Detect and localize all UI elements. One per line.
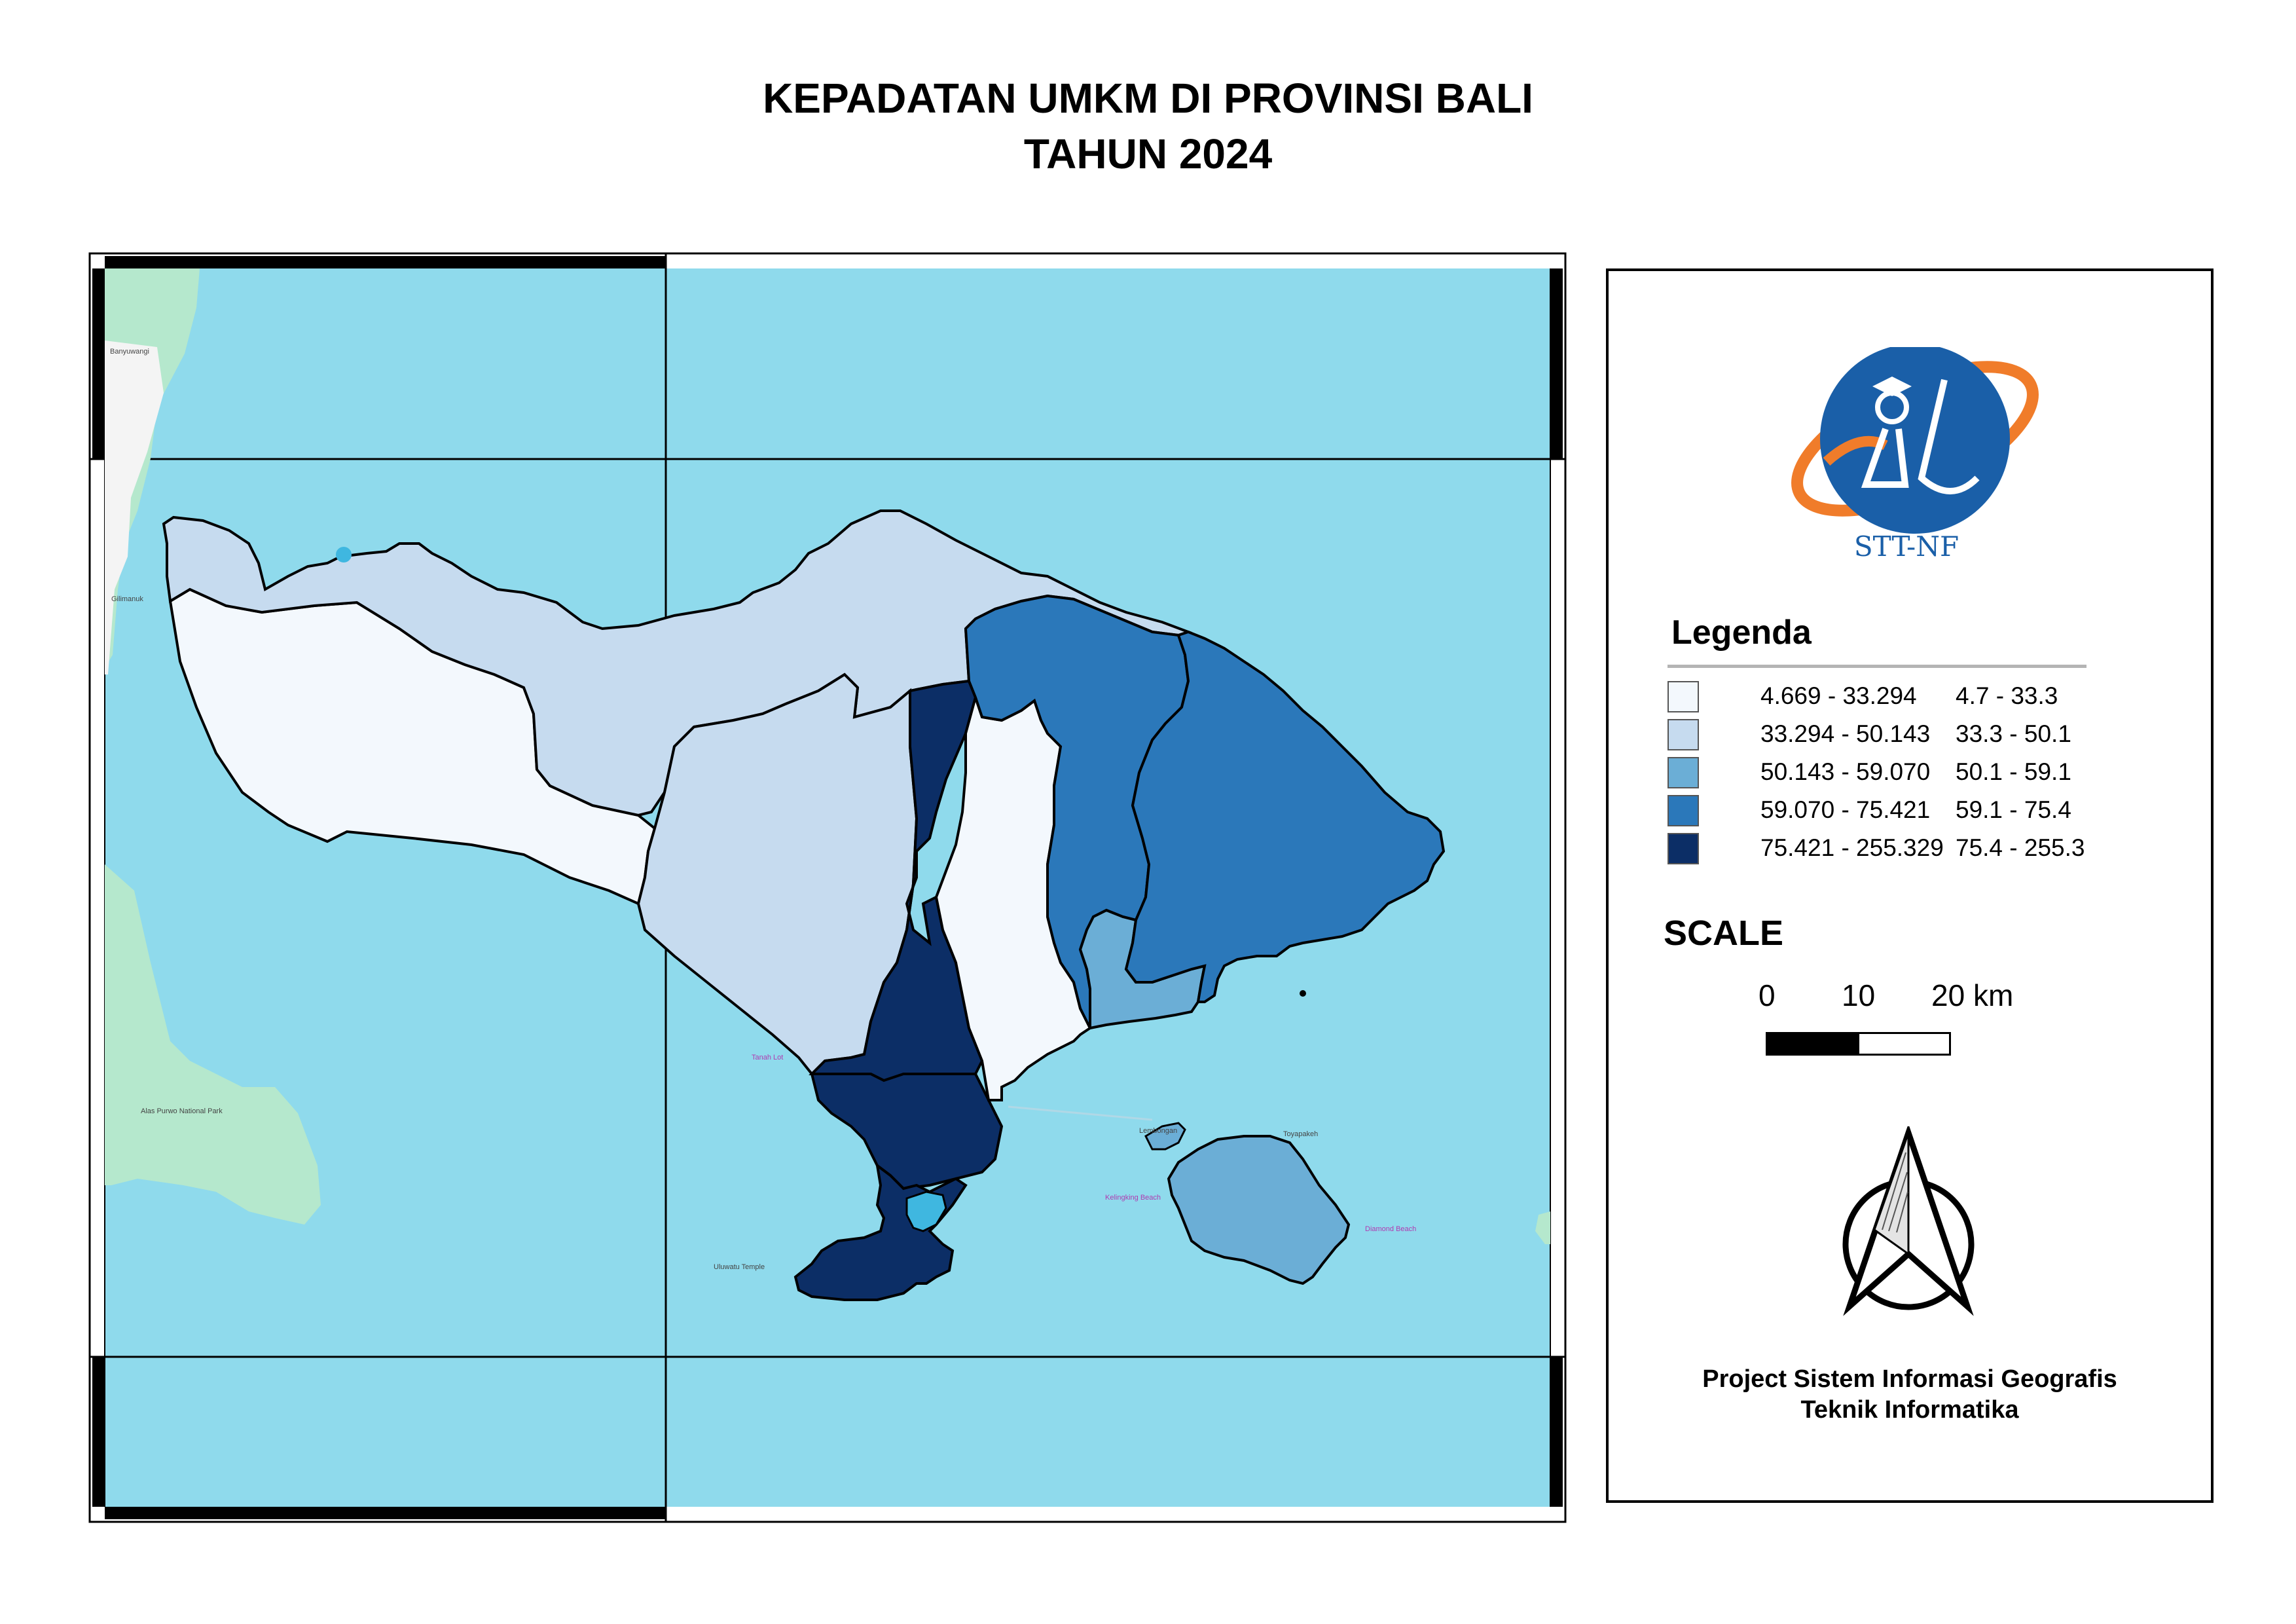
legend-range: 33.294 - 50.143 — [1760, 720, 1931, 747]
legend-item: 33.294 - 50.143 33.3 - 50.1 — [1667, 715, 2086, 752]
legend-item: 4.669 - 33.294 4.7 - 33.3 — [1667, 677, 2086, 714]
nusa-lembongan — [1144, 1122, 1186, 1151]
map-label-kelingking: Kelingking Beach — [1105, 1194, 1161, 1202]
north-arrow-icon — [1842, 1126, 1975, 1316]
legend-item: 50.143 - 59.070 50.1 - 59.1 — [1667, 753, 2086, 790]
scale-title: SCALE — [1664, 913, 1784, 953]
legend-label: 50.1 - 59.1 — [1956, 758, 2071, 785]
region-buleleng — [162, 509, 1192, 817]
legend-label: 4.7 - 33.3 — [1956, 682, 2058, 709]
legend-title: Legenda — [1671, 614, 1812, 652]
legend-range: 59.070 - 75.421 — [1760, 796, 1931, 823]
map-label-diamond-beach: Diamond Beach — [1365, 1225, 1416, 1233]
map-label-uluwatu: Uluwatu Temple — [714, 1263, 765, 1271]
legend-swatch — [1667, 681, 1699, 712]
map-title: KEPADATAN UMKM DI PROVINSI BALI — [763, 75, 1533, 122]
map-label-tanah-lot: Tanah Lot — [752, 1054, 783, 1061]
legend-item: 75.421 - 255.329 75.4 - 255.3 — [1667, 829, 2086, 866]
legend-label: 75.4 - 255.3 — [1956, 834, 2085, 861]
stt-nf-logo-icon — [1791, 347, 2039, 534]
legend-swatch — [1667, 719, 1699, 750]
region-karangasem — [1124, 630, 1446, 1003]
legend-list: 4.669 - 33.294 4.7 - 33.3 33.294 - 50.14… — [1667, 665, 2086, 870]
credit-project: Project Sistem Informasi Geografis — [1702, 1365, 2117, 1393]
nusa-penida — [1167, 1135, 1351, 1285]
map-label-toyapakeh: Toyapakeh — [1283, 1130, 1318, 1138]
legend-swatch — [1667, 757, 1699, 788]
legend-swatch — [1667, 833, 1699, 864]
scale-bar — [1766, 1032, 1951, 1056]
map-label-alas-purwo: Alas Purwo National Park — [141, 1107, 223, 1115]
map-subtitle: TAHUN 2024 — [1023, 130, 1273, 177]
scale-tick-0: 0 — [1758, 978, 1776, 1012]
logo-text: STT-NF — [1853, 530, 1959, 563]
scale-tick-10: 10 — [1842, 978, 1876, 1012]
legend-range: 75.421 - 255.329 — [1760, 834, 1944, 861]
legend-label: 33.3 - 50.1 — [1956, 720, 2071, 747]
alas-purwo-land — [105, 864, 321, 1225]
legend-range: 50.143 - 59.070 — [1760, 758, 1931, 785]
lombok-land — [1535, 1211, 1550, 1244]
credit-department: Teknik Informatika — [1800, 1396, 2019, 1424]
map-label-gilimanuk: Gilimanuk — [111, 595, 143, 603]
legend-swatch — [1667, 795, 1699, 826]
benoa-lagoon — [905, 1190, 947, 1232]
scale-bar-segment — [1768, 1034, 1859, 1054]
scale-tick-20: 20 km — [1931, 978, 2014, 1012]
legend-item: 59.070 - 75.421 59.1 - 75.4 — [1667, 791, 2086, 828]
legend-range: 4.669 - 33.294 — [1760, 682, 1917, 709]
legend-label: 59.1 - 75.4 — [1956, 796, 2071, 823]
map-label-lembongan: Lembongan — [1139, 1127, 1177, 1135]
map-label-banyuwangi: Banyuwangi — [110, 348, 149, 356]
